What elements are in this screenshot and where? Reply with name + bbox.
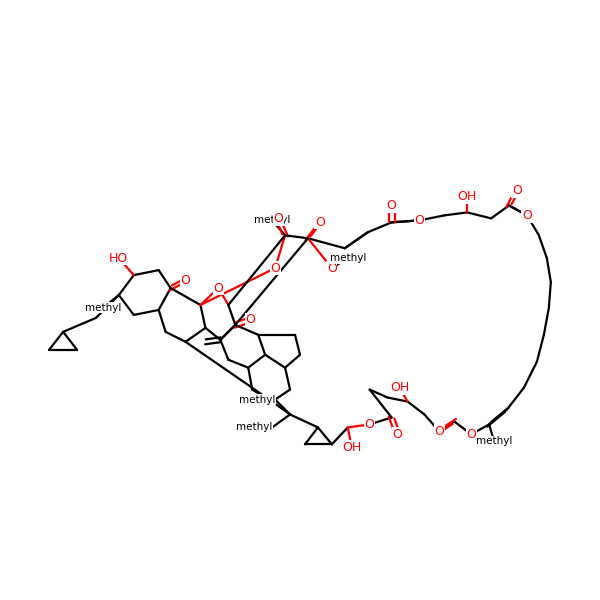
Text: methyl: methyl xyxy=(236,422,272,433)
Text: HO: HO xyxy=(109,251,128,265)
Text: O: O xyxy=(315,216,325,229)
Text: OH: OH xyxy=(342,441,361,454)
Text: O: O xyxy=(415,214,424,227)
Text: O: O xyxy=(434,425,444,438)
Text: methyl: methyl xyxy=(476,436,512,446)
Text: O: O xyxy=(512,184,522,197)
Text: O: O xyxy=(392,428,403,441)
Text: O: O xyxy=(245,313,255,326)
Text: methyl: methyl xyxy=(254,215,290,226)
Text: O: O xyxy=(327,262,337,275)
Text: OH: OH xyxy=(390,381,409,394)
Text: OH: OH xyxy=(458,190,477,203)
Text: O: O xyxy=(522,209,532,222)
Text: O: O xyxy=(466,428,476,441)
Text: O: O xyxy=(386,199,397,212)
Text: O: O xyxy=(214,281,223,295)
Text: O: O xyxy=(365,418,374,431)
Text: methyl: methyl xyxy=(239,395,275,404)
Text: methyl: methyl xyxy=(85,303,121,313)
Text: methyl: methyl xyxy=(329,253,366,263)
Text: O: O xyxy=(270,262,280,275)
Text: O: O xyxy=(273,212,283,225)
Text: O: O xyxy=(181,274,190,287)
